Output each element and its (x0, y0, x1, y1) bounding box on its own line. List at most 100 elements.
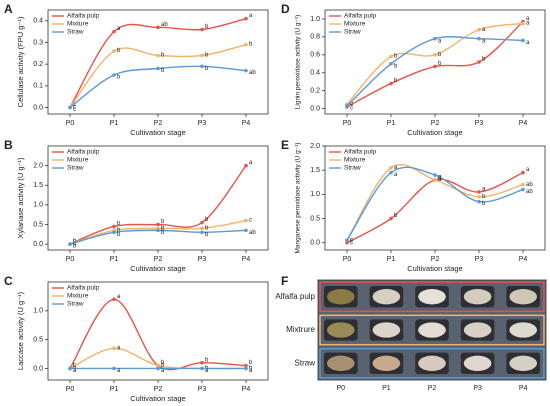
legend-label: Alfalfa pulp (67, 149, 100, 156)
x-tick-label: P4 (242, 256, 251, 263)
data-point (389, 54, 393, 59)
column-label: P1 (382, 385, 391, 392)
significance-letter: b (205, 217, 209, 223)
significance-letter: b (161, 360, 165, 366)
data-point (433, 173, 437, 177)
x-tick-label: P2 (154, 120, 163, 127)
data-point (68, 242, 72, 246)
data-point (112, 224, 116, 229)
significance-letter: b (482, 194, 486, 200)
panel-label: F (281, 274, 288, 288)
x-axis-label: Cultivation stage (407, 128, 462, 137)
data-point (389, 61, 393, 66)
row-outline (319, 281, 545, 313)
significance-letter: b (117, 48, 121, 54)
y-tick-label: 0.5 (33, 336, 43, 343)
data-point (244, 42, 248, 47)
sample-material (463, 289, 492, 305)
column-label: P2 (428, 385, 437, 392)
x-tick-label: P0 (66, 120, 75, 127)
significance-letter: ab (161, 22, 168, 28)
x-tick-label: P3 (198, 256, 207, 263)
row-outline (319, 314, 545, 346)
sample-material (327, 289, 355, 305)
y-axis-label: Cellulase activity (FPU g⁻¹) (16, 16, 25, 107)
significance-letter: a (438, 177, 442, 183)
series-line (346, 171, 524, 244)
significance-letter: a (117, 368, 121, 374)
data-point (433, 178, 437, 182)
data-point (244, 218, 248, 223)
x-tick-label: P2 (431, 256, 440, 263)
y-tick-label: 1.5 (33, 182, 43, 189)
legend-label: Mixture (67, 157, 89, 164)
x-tick-label: P1 (387, 256, 396, 263)
data-point (200, 27, 204, 32)
y-tick-label: 0.5 (310, 215, 320, 222)
data-point (112, 346, 116, 351)
data-point (477, 194, 481, 199)
x-tick-label: P0 (343, 256, 352, 263)
significance-letter: b (394, 213, 398, 219)
row-label: Alfalfa pulp (275, 292, 315, 301)
significance-letter: c (249, 218, 252, 224)
panel-label: D (281, 2, 290, 16)
x-axis-label: Cultivation stage (130, 128, 185, 137)
y-tick-label: 0.4 (33, 18, 43, 25)
data-point (200, 220, 204, 225)
column-label: P4 (519, 385, 528, 392)
row-outline (319, 347, 545, 379)
data-point (477, 60, 481, 64)
significance-letter: b (394, 78, 398, 84)
significance-letter: a (249, 160, 253, 166)
data-point (477, 190, 481, 194)
significance-letter: b (161, 230, 165, 236)
y-tick-label: 1.0 (310, 16, 320, 23)
x-tick-label: P4 (242, 120, 251, 127)
significance-letter: a (249, 13, 253, 19)
significance-letter: b (161, 219, 165, 225)
data-point (156, 363, 160, 368)
x-tick-label: P1 (387, 120, 396, 127)
data-point (156, 25, 160, 30)
y-tick-label: 2.0 (310, 143, 320, 150)
significance-letter: b (117, 232, 121, 238)
data-point (477, 27, 481, 32)
sample-material (418, 289, 446, 305)
sample-material (509, 322, 537, 338)
legend-label: Alfalfa pulp (67, 285, 100, 292)
significance-letter: ab (526, 182, 533, 188)
data-point (244, 228, 248, 233)
significance-letter: a (438, 175, 442, 181)
significance-letter: b (73, 241, 77, 247)
significance-letter: b (205, 357, 209, 363)
data-point (200, 366, 204, 371)
data-point (345, 104, 349, 108)
y-tick-label: 0.5 (33, 221, 43, 228)
significance-letter: a (526, 167, 530, 173)
significance-letter: a (482, 38, 486, 44)
legend-label: Mixture (344, 21, 366, 28)
significance-letter: b (117, 75, 121, 81)
significance-letter: c (350, 101, 353, 107)
sample-material (418, 322, 446, 338)
significance-letter: b (438, 52, 442, 58)
column-label: P3 (473, 385, 482, 392)
x-tick-label: P2 (154, 256, 163, 263)
significance-letter: a (394, 165, 398, 171)
y-tick-label: 0.6 (310, 52, 320, 59)
significance-letter: c (350, 237, 353, 243)
x-tick-label: P4 (519, 256, 528, 263)
panel-label: E (281, 138, 289, 152)
significance-letter: c (73, 107, 76, 113)
significance-letter: b (394, 54, 398, 60)
y-tick-label: 0.2 (33, 61, 43, 68)
significance-letter: b (161, 225, 165, 231)
y-axis-label: Xylanase activity (U g⁻¹) (16, 157, 25, 239)
significance-letter: ab (249, 70, 256, 76)
x-axis-label: Cultivation stage (130, 264, 185, 273)
y-tick-label: 0.0 (310, 240, 320, 247)
data-point (389, 216, 393, 221)
legend-label: Alfalfa pulp (344, 13, 377, 20)
legend-label: Mixture (67, 21, 89, 28)
